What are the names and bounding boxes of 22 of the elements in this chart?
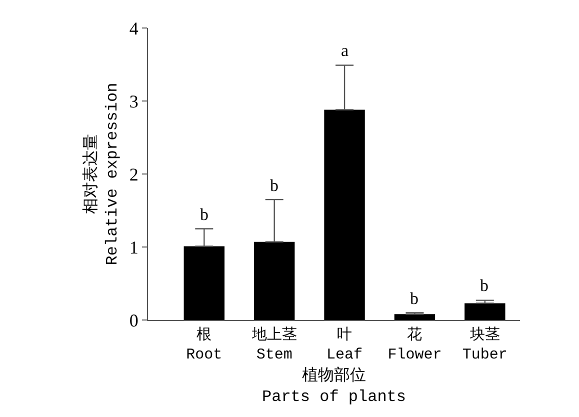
x-tick-label: 块茎 Tuber	[462, 326, 508, 364]
y-tick-label: 1	[129, 237, 138, 258]
x-tick-label: 地上茎 Stem	[250, 326, 297, 364]
y-tick-label: 0	[129, 310, 138, 330]
y-tick-label: 3	[129, 91, 138, 112]
y-tick-label: 2	[129, 164, 138, 184]
y-axis-title: 相对表达量 Relative expression	[82, 82, 122, 266]
x-tick-label: 花 Flower	[388, 326, 442, 364]
y-tick-label: 4	[129, 18, 138, 38]
x-tick-label: 叶 Leaf	[326, 326, 363, 364]
annotation: a	[341, 41, 349, 60]
annotation: b	[410, 289, 418, 308]
bar	[324, 110, 365, 320]
annotation: b	[200, 205, 208, 224]
annotation: b	[270, 176, 278, 195]
bar	[394, 314, 436, 320]
x-tick-label: 根 Root	[186, 326, 222, 364]
bar	[184, 246, 225, 320]
x-axis-title: 植物部位 Parts of plants	[262, 366, 406, 406]
annotation: b	[480, 276, 488, 295]
bar	[464, 303, 506, 320]
bar	[254, 242, 295, 320]
